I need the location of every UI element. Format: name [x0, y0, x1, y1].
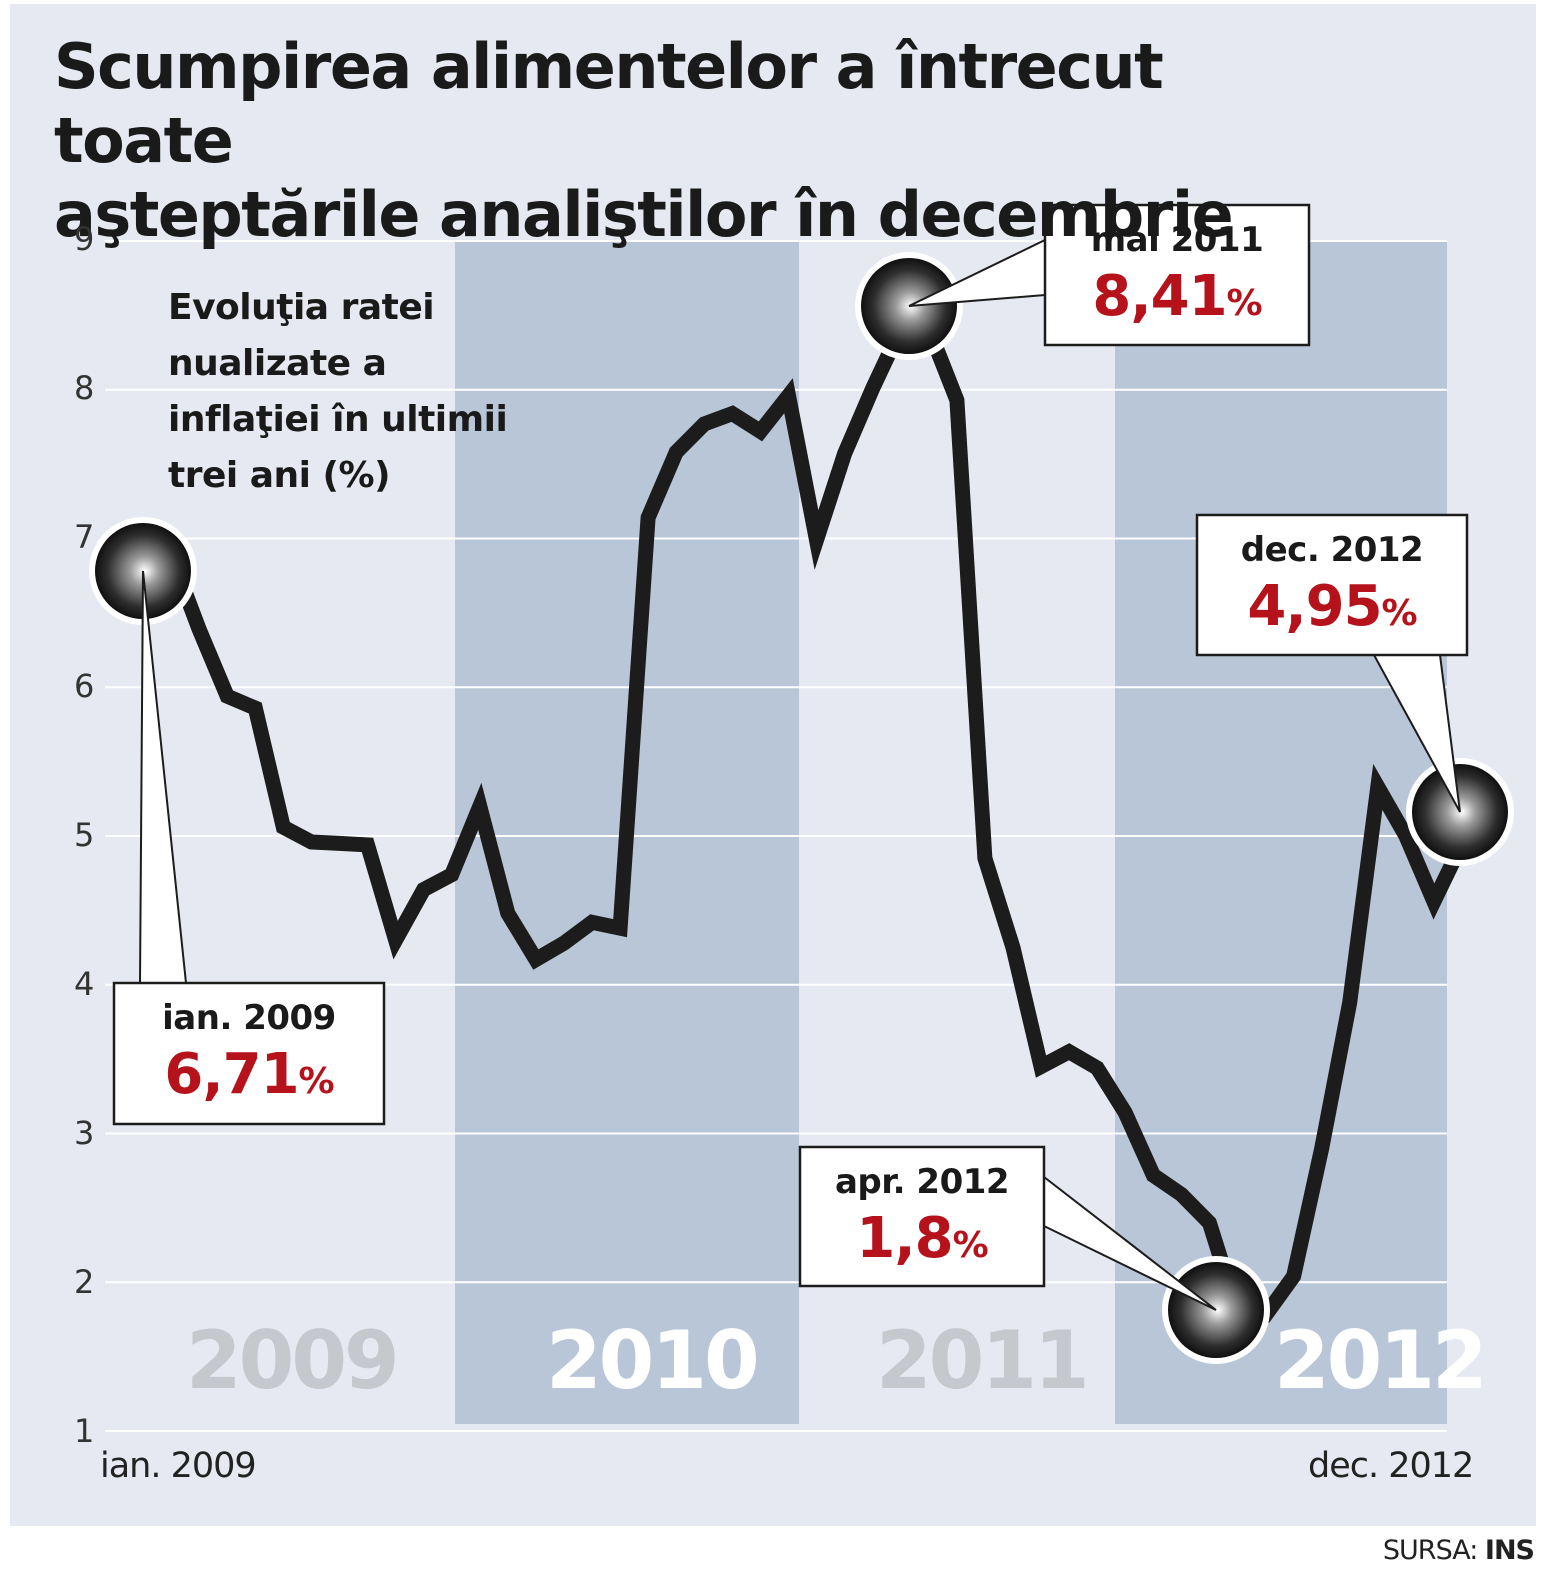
- title-line-1: Scumpirea alimentelor a întrecut toate: [54, 30, 1164, 177]
- year-label-2011: 2011: [876, 1314, 1090, 1407]
- callout-box: [1195, 513, 1469, 657]
- subtitle-line-3: inflaţiei în ultimii: [168, 399, 508, 440]
- source-note: SURSA: INS: [1382, 1535, 1535, 1566]
- y-tick-label-4: 4: [74, 965, 94, 1003]
- y-tick-label-5: 5: [74, 816, 94, 854]
- callout-dec-2012: dec. 2012 4,95%: [1197, 530, 1467, 639]
- y-tick-label-8: 8: [74, 369, 94, 407]
- callout-box: [112, 981, 386, 1126]
- subtitle-line-1: Evoluţia ratei: [168, 287, 435, 328]
- y-tick-label-7: 7: [74, 518, 94, 556]
- subtitle-line-2: nualizate a: [168, 343, 387, 384]
- y-tick-label-2: 2: [74, 1263, 94, 1301]
- callout-mai-2011: mai 2011 8,41%: [1045, 220, 1309, 329]
- y-tick-label-6: 6: [74, 667, 94, 705]
- callout-value: 8,41%: [1092, 264, 1262, 329]
- callout-apr-2012: apr. 2012 1,8%: [800, 1162, 1044, 1271]
- title-line-2: aşteptările analiştilor în decembrie: [54, 178, 1234, 251]
- year-label-2012: 2012: [1274, 1314, 1488, 1407]
- chart-title: Scumpirea alimentelor a întrecut toate a…: [54, 30, 1354, 252]
- year-label-2009: 2009: [186, 1314, 400, 1407]
- callout-date: dec. 2012: [1240, 530, 1424, 570]
- callout-ian-2009: ian. 2009 6,71%: [114, 998, 384, 1107]
- callout-date: mai 2011: [1090, 220, 1264, 260]
- callout-value: 1,8%: [856, 1206, 988, 1271]
- callout-date: ian. 2009: [162, 998, 336, 1038]
- callout-value: 4,95%: [1247, 574, 1417, 639]
- callout-box: [798, 1145, 1046, 1288]
- x-start-label: ian. 2009: [100, 1446, 257, 1486]
- year-label-2010: 2010: [546, 1314, 760, 1407]
- x-end-label: dec. 2012: [1308, 1446, 1474, 1486]
- callout-date: apr. 2012: [834, 1162, 1010, 1202]
- subtitle-line-4: trei ani (%): [168, 455, 391, 496]
- callout-value: 6,71%: [164, 1042, 334, 1107]
- callout-box: [1043, 203, 1311, 347]
- chart-subtitle: Evoluţia ratei nualizate a inflaţiei în …: [168, 280, 568, 504]
- year-band-2012: [1115, 241, 1447, 1424]
- y-tick-label-9: 9: [74, 220, 94, 258]
- y-tick-label-3: 3: [74, 1114, 94, 1152]
- y-tick-label-1: 1: [74, 1412, 94, 1450]
- source-name: INS: [1484, 1535, 1535, 1566]
- source-prefix: SURSA:: [1382, 1535, 1478, 1566]
